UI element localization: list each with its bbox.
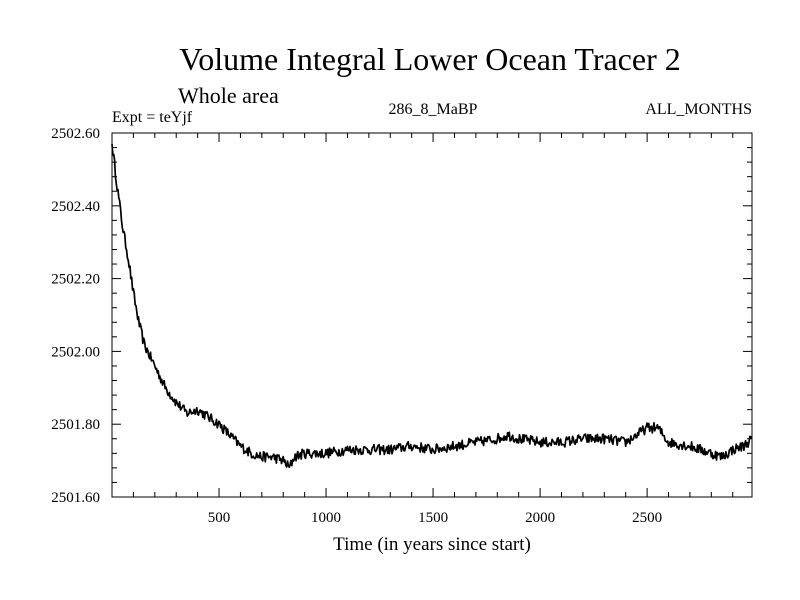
expt-label: Expt = teYjf — [112, 109, 193, 126]
y-tick-label: 2502.20 — [51, 272, 100, 288]
x-tick-label: 2500 — [632, 510, 662, 526]
series-line — [111, 143, 753, 469]
x-tick-label: 1000 — [311, 510, 341, 526]
chart-subtitle: Whole area — [178, 83, 279, 108]
x-tick-label: 1500 — [418, 510, 448, 526]
y-axis: 2501.60 2501.80 2502.00 2502.20 2502.40 2502.… — [51, 126, 752, 506]
y-tick-label: 2501.60 — [51, 490, 100, 506]
plot-frame — [111, 132, 753, 498]
x-axis: 500 1000 1500 2000 2500 — [132, 133, 734, 526]
series-line-group — [111, 143, 753, 469]
chart-title: Volume Integral Lower Ocean Tracer 2 — [179, 41, 680, 77]
center-label: 286_8_MaBP — [389, 101, 478, 118]
y-tick-label: 2501.80 — [51, 417, 100, 433]
y-tick-label: 2502.60 — [51, 126, 100, 142]
x-axis-label: Time (in years since start) — [333, 534, 531, 555]
x-tick-label: 500 — [208, 510, 231, 526]
y-tick-label: 2502.40 — [51, 199, 100, 215]
x-tick-label: 2000 — [525, 510, 555, 526]
y-tick-label: 2502.00 — [51, 344, 100, 360]
right-label: ALL_MONTHS — [645, 101, 752, 118]
